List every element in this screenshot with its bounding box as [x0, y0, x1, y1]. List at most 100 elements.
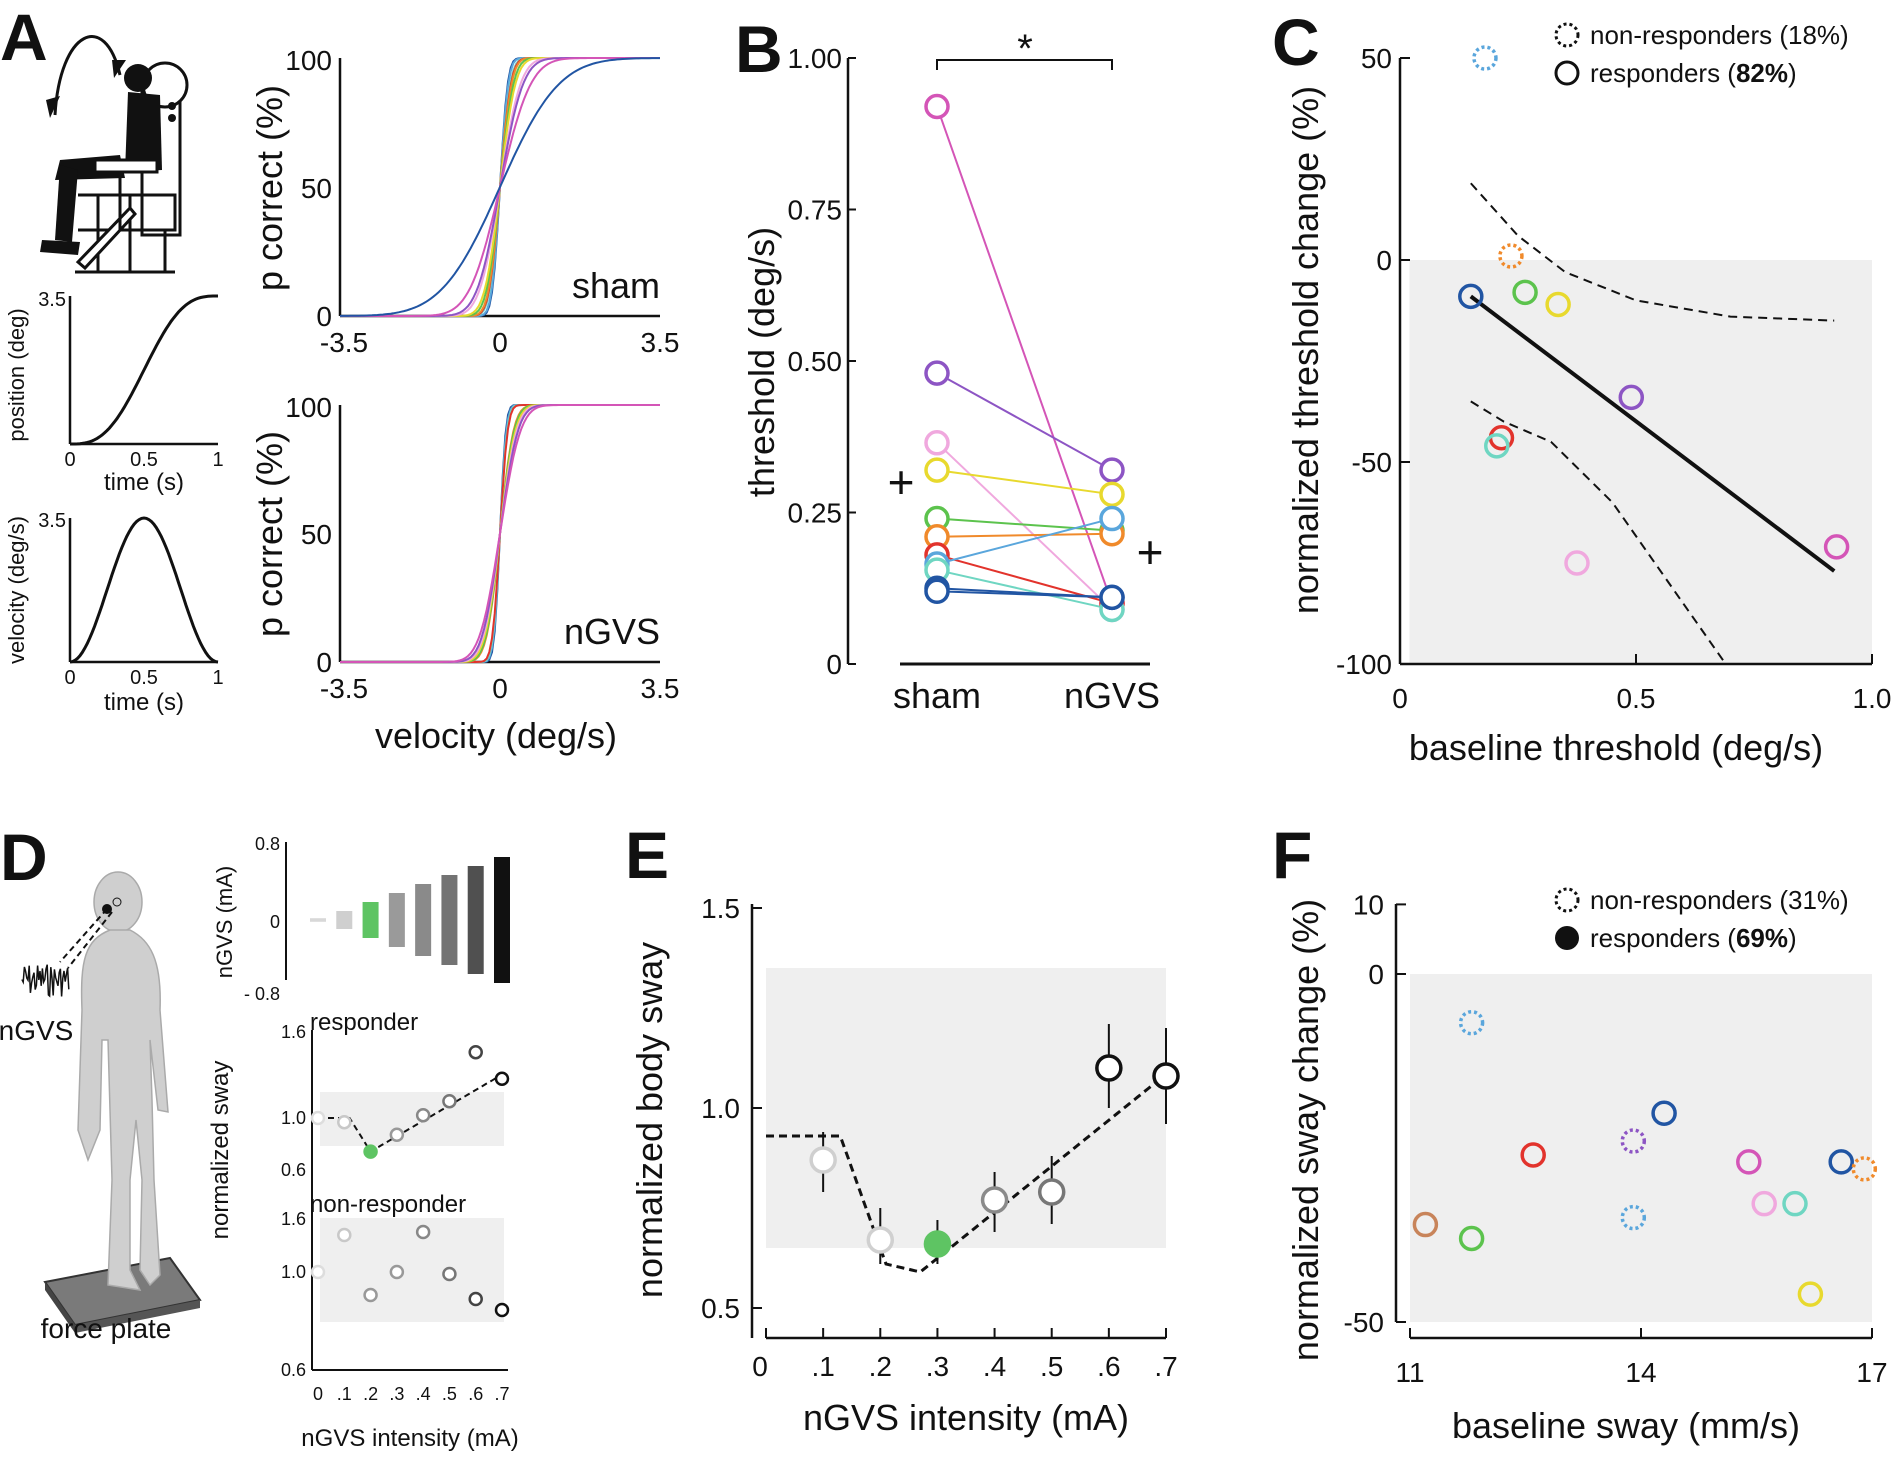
C-nonresponder-point	[1498, 243, 1524, 269]
B-ytick-label: 0.50	[788, 346, 843, 377]
panel-letter-F: F	[1272, 818, 1312, 892]
D-ngvs-burst	[441, 875, 458, 965]
E-data-point	[866, 1226, 895, 1254]
D-force-plate-label: force plate	[41, 1313, 172, 1344]
D-sway-ytick-1.0b: 1.0	[281, 1262, 306, 1282]
F-xtick-label: 14	[1625, 1357, 1656, 1388]
velocity-ytick-top: 3.5	[38, 510, 66, 532]
D-responder-point	[337, 1114, 352, 1130]
F-ytick-label: 0	[1368, 959, 1384, 990]
significance-bracket	[936, 59, 1113, 70]
D-ngvs-burst	[467, 866, 484, 974]
B-ytick-label: 0	[826, 649, 842, 680]
D-responder-label: responder	[310, 1009, 418, 1036]
panel-letter-E: E	[625, 818, 669, 892]
C-responder-point	[1545, 291, 1571, 318]
sham-ytick-100: 100	[285, 45, 332, 76]
E-data-point	[1152, 1062, 1180, 1090]
sham-xtick-neg: -3.5	[320, 327, 368, 358]
F-legend: non-responders (31%) responders (69%)	[1554, 885, 1849, 953]
sham-ytick-0: 0	[316, 301, 332, 332]
E-data-point	[923, 1230, 952, 1258]
B-pair-line	[936, 469, 1113, 496]
C-responder-point	[1618, 384, 1645, 411]
D-xtick-label: .2	[363, 1384, 378, 1404]
E-xtick-label: .4	[983, 1351, 1006, 1382]
D-responder-point	[363, 1144, 378, 1159]
D-nonresponder-point	[389, 1264, 405, 1280]
velocity-ylabel: velocity (deg/s)	[4, 516, 29, 664]
D-x-ticks: 0 .1 .2 .3 .4 .5 .6 .7	[313, 1384, 510, 1404]
F-xtick-label: 17	[1856, 1357, 1887, 1388]
B-ngvs-point	[1099, 505, 1125, 532]
panel-B-chart: threshold (deg/s) 0 0.25 0.50 0.75 1.00 sham…	[741, 27, 1163, 716]
B-pair-line	[936, 442, 1113, 611]
D-ngvs-burst	[415, 884, 432, 956]
B-pair-line	[936, 590, 1113, 599]
C-xlabel: baseline threshold (deg/s)	[1409, 727, 1823, 768]
D-responder-point	[442, 1093, 457, 1109]
D-sway-ytick-0.6b: 0.6	[281, 1360, 306, 1380]
D-xtick-label: 0	[313, 1384, 323, 1404]
standing-person-illustration: nGVS force plate	[0, 871, 202, 1344]
D-nonresponder-point	[363, 1287, 378, 1303]
E-xtick-label: 0	[752, 1351, 768, 1382]
E-xtick-label: .5	[1040, 1351, 1063, 1382]
D-ngvs-burst	[388, 893, 405, 947]
F-responder-point	[1520, 1142, 1546, 1168]
B-mean-ngvs-marker: +	[1137, 526, 1164, 578]
velocity-plot: 3.5 0 0.5 1 time (s) velocity (deg/s)	[4, 510, 224, 716]
sham-xtick-pos: 3.5	[641, 327, 680, 358]
F-responder-point	[1751, 1190, 1777, 1217]
panel-letter-D: D	[0, 820, 48, 894]
F-responder-point	[1412, 1211, 1439, 1238]
B-y-axis-ticks: 0 0.25 0.50 0.75 1.00	[788, 43, 856, 680]
F-ytick-label: -50	[1344, 1307, 1384, 1338]
C-shaded-region	[1409, 260, 1872, 664]
F-responder-point	[1828, 1149, 1854, 1175]
sham-psychometric-curves	[340, 57, 660, 317]
velocity-xlabel: time (s)	[104, 689, 184, 716]
B-ytick-label: 1.00	[788, 43, 843, 74]
position-xlabel: time (s)	[104, 469, 184, 496]
F-legend-responders: responders (69%)	[1590, 923, 1797, 953]
C-ylabel: normalized threshold change (%)	[1285, 86, 1326, 614]
F-nonresponder-point	[1851, 1156, 1878, 1182]
position-xtick-0.5: 0.5	[130, 449, 158, 471]
ngvs-condition-label: nGVS	[564, 611, 660, 652]
C-responder-point	[1458, 283, 1484, 310]
C-scatter-points	[1458, 45, 1850, 576]
sham-ylabel: p correct (%)	[249, 85, 290, 291]
velocity-xtick-1: 1	[212, 667, 223, 689]
B-sham-point	[924, 93, 950, 120]
B-mean-sham-marker: +	[888, 456, 915, 508]
D-xtick-label: .6	[468, 1384, 483, 1404]
D-ngvs-bursts	[310, 857, 510, 983]
F-nonresponder-point	[1620, 1204, 1647, 1231]
C-legend-nonresponders: non-responders (18%)	[1590, 20, 1849, 50]
B-pair-line	[936, 372, 1113, 471]
ngvs-psychometric-curves	[340, 404, 660, 663]
D-sway-ytick-1.6b: 1.6	[281, 1209, 306, 1229]
sham-condition-label: sham	[572, 265, 660, 306]
ngvs-ytick-50: 50	[301, 519, 332, 550]
B-ngvs-point	[1099, 584, 1125, 611]
ngvs-xtick-neg: -3.5	[320, 673, 368, 704]
D-nonresponder-point	[468, 1291, 483, 1307]
position-ytick-top: 3.5	[38, 289, 66, 311]
D-xtick-label: .1	[337, 1384, 352, 1404]
D-signal-ylabel: nGVS (mA)	[212, 866, 237, 978]
ngvs-xtick-0: 0	[492, 673, 508, 704]
position-curve	[70, 294, 218, 446]
F-ytick-label: 10	[1353, 889, 1384, 920]
D-signal-ytick-top: 0.8	[255, 834, 280, 854]
D-xtick-label: .4	[416, 1384, 431, 1404]
psych-xlabel: velocity (deg/s)	[375, 715, 617, 756]
C-responder-point	[1823, 534, 1850, 560]
D-responder-point	[494, 1071, 510, 1087]
ngvs-ytick-0: 0	[316, 647, 332, 678]
panel-F-chart: 10 0 -50 11 14 17 baseline sway (mm/s) normal…	[1285, 885, 1888, 1446]
D-ngvs-burst	[310, 918, 326, 922]
B-paired-points	[924, 93, 1125, 623]
ngvs-ylabel: p correct (%)	[249, 431, 290, 637]
